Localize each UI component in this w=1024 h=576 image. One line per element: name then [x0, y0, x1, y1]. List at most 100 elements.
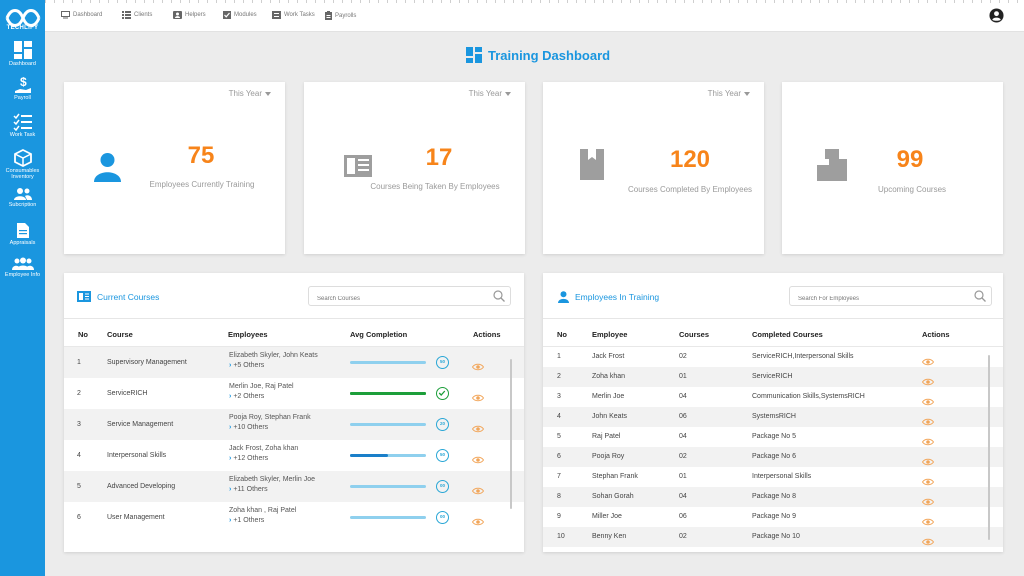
clipboard-icon — [325, 11, 332, 20]
completed-courses: Package No 9 — [752, 513, 796, 520]
employee-name[interactable]: Miller Joe — [592, 513, 622, 520]
document-icon — [344, 155, 372, 177]
course-search[interactable] — [308, 286, 511, 308]
view-eye-icon[interactable] — [921, 413, 935, 431]
employee-search[interactable] — [789, 286, 992, 308]
view-eye-icon[interactable] — [921, 493, 935, 511]
view-eye-icon[interactable] — [921, 533, 935, 551]
nav-work-tasks[interactable]: Work Tasks — [272, 11, 315, 19]
course-name[interactable]: Interpersonal Skills — [107, 452, 167, 459]
more-employees-link[interactable]: › +11 Others — [229, 486, 268, 493]
group-icon — [11, 257, 34, 270]
employees-cell: Merlin Joe, Raj Patel › +2 Others — [229, 383, 294, 400]
column-header: Course — [107, 330, 133, 339]
employee-names: Jack Frost, Zoha khan — [229, 445, 299, 452]
scrollbar[interactable] — [510, 359, 512, 509]
search-icon[interactable] — [493, 290, 505, 302]
view-eye-icon[interactable] — [921, 453, 935, 471]
view-eye-icon[interactable] — [471, 451, 485, 469]
course-count: 02 — [679, 353, 687, 360]
period-dropdown[interactable]: This Year — [469, 89, 511, 98]
panel-title-text: Current Courses — [97, 291, 160, 302]
more-employees-link[interactable]: › +12 Others — [229, 455, 269, 462]
sidebar-item-appraisals[interactable]: Appraisals — [0, 222, 45, 246]
sidebar-item-payroll[interactable]: $ Payroll — [0, 76, 45, 101]
more-employees-link[interactable]: › +5 Others — [229, 362, 265, 369]
techlify-logo-icon — [5, 9, 41, 27]
view-eye-icon[interactable] — [471, 482, 485, 500]
table-row: 5 Raj Patel 04 Package No 5 — [543, 427, 1003, 447]
row-number: 8 — [557, 493, 561, 500]
search-courses-input[interactable] — [309, 290, 469, 308]
column-header: No — [78, 330, 88, 339]
nav-clients[interactable]: Clients — [122, 11, 152, 19]
more-employees-link[interactable]: › +10 Others — [229, 424, 269, 431]
table-row: 6 User Management Zoha khan , Raj Patel › +1… — [64, 502, 524, 533]
completion-bar — [350, 423, 426, 426]
employee-name[interactable]: Jack Frost — [592, 353, 625, 360]
period-dropdown[interactable]: This Year — [708, 89, 750, 98]
sidebar-label: Subcription — [8, 202, 37, 208]
nav-dashboard[interactable]: Dashboard — [61, 11, 102, 19]
sidebar-item-subcription[interactable]: Subcription — [0, 187, 45, 208]
employee-name[interactable]: Merlin Joe — [592, 393, 625, 400]
scrollbar[interactable] — [988, 355, 990, 540]
stat-value: 17 — [425, 144, 453, 171]
column-header: Courses — [679, 330, 710, 339]
view-eye-icon[interactable] — [471, 389, 485, 407]
view-eye-icon[interactable] — [921, 373, 935, 391]
row-number: 7 — [557, 473, 561, 480]
view-eye-icon[interactable] — [921, 353, 935, 371]
nav-helpers[interactable]: Helpers — [173, 11, 206, 19]
course-name[interactable]: Supervisory Management — [107, 359, 187, 366]
completion-percent: 50 — [436, 449, 449, 462]
list-icon — [122, 11, 131, 19]
employee-name[interactable]: John Keats — [592, 413, 628, 420]
employee-name[interactable]: Sohan Gorah — [592, 493, 634, 500]
nav-payrolls[interactable]: Payrolls — [325, 11, 356, 20]
period-dropdown[interactable]: This Year — [229, 89, 271, 98]
employee-name[interactable]: Stephan Frank — [592, 473, 638, 480]
view-eye-icon[interactable] — [471, 513, 485, 531]
svg-text:$: $ — [20, 76, 27, 89]
employee-name[interactable]: Raj Patel — [592, 433, 621, 440]
employees-cell: Pooja Roy, Stephan Frank › +10 Others — [229, 414, 311, 431]
nav-label: Modules — [234, 12, 257, 18]
employee-name[interactable]: Benny Ken — [592, 533, 627, 540]
completed-courses: Package No 6 — [752, 453, 796, 460]
stat-value: 75 — [187, 142, 215, 169]
ruler-ticks — [45, 0, 1024, 3]
course-name[interactable]: ServiceRICH — [107, 390, 148, 397]
top-nav: Dashboard Clients Helpers Modules Work T… — [45, 0, 1024, 32]
search-employees-input[interactable] — [790, 290, 950, 308]
view-eye-icon[interactable] — [921, 433, 935, 451]
stat-caption: Upcoming Courses — [877, 185, 947, 194]
view-eye-icon[interactable] — [921, 513, 935, 531]
course-name[interactable]: User Management — [107, 514, 165, 521]
employees-cell: Elizabeth Skyler, Merlin Joe › +11 Others — [229, 476, 315, 493]
employee-names: Elizabeth Skyler, Merlin Joe — [229, 476, 315, 483]
sidebar-item-consumables-inventory[interactable]: Consumables Inventory — [0, 149, 45, 180]
complete-check-icon — [436, 387, 449, 400]
course-count: 01 — [679, 373, 687, 380]
account-icon[interactable] — [989, 8, 1004, 23]
view-eye-icon[interactable] — [921, 393, 935, 411]
view-eye-icon[interactable] — [471, 358, 485, 376]
employee-name[interactable]: Zoha khan — [592, 373, 626, 380]
sidebar-item-employee-info[interactable]: Employee Info — [0, 257, 45, 278]
completed-courses: SystemsRICH — [752, 413, 796, 420]
sidebar-item-work-task[interactable]: Work Task — [0, 113, 45, 138]
search-icon[interactable] — [974, 290, 986, 302]
dollar-hand-icon: $ — [14, 76, 31, 93]
more-employees-link[interactable]: › +2 Others — [229, 393, 265, 400]
stat-caption: Courses Being Taken By Employees — [370, 182, 500, 191]
view-eye-icon[interactable] — [921, 473, 935, 491]
course-name[interactable]: Service Management — [107, 421, 174, 428]
sidebar-item-dashboard[interactable]: Dashboard — [0, 40, 45, 67]
more-employees-link[interactable]: › +1 Others — [229, 517, 265, 524]
employee-name[interactable]: Pooja Roy — [592, 453, 625, 460]
employee-names: Zoha khan , Raj Patel — [229, 507, 297, 514]
course-name[interactable]: Advanced Developing — [107, 483, 176, 490]
nav-modules[interactable]: Modules — [223, 11, 257, 19]
view-eye-icon[interactable] — [471, 420, 485, 438]
